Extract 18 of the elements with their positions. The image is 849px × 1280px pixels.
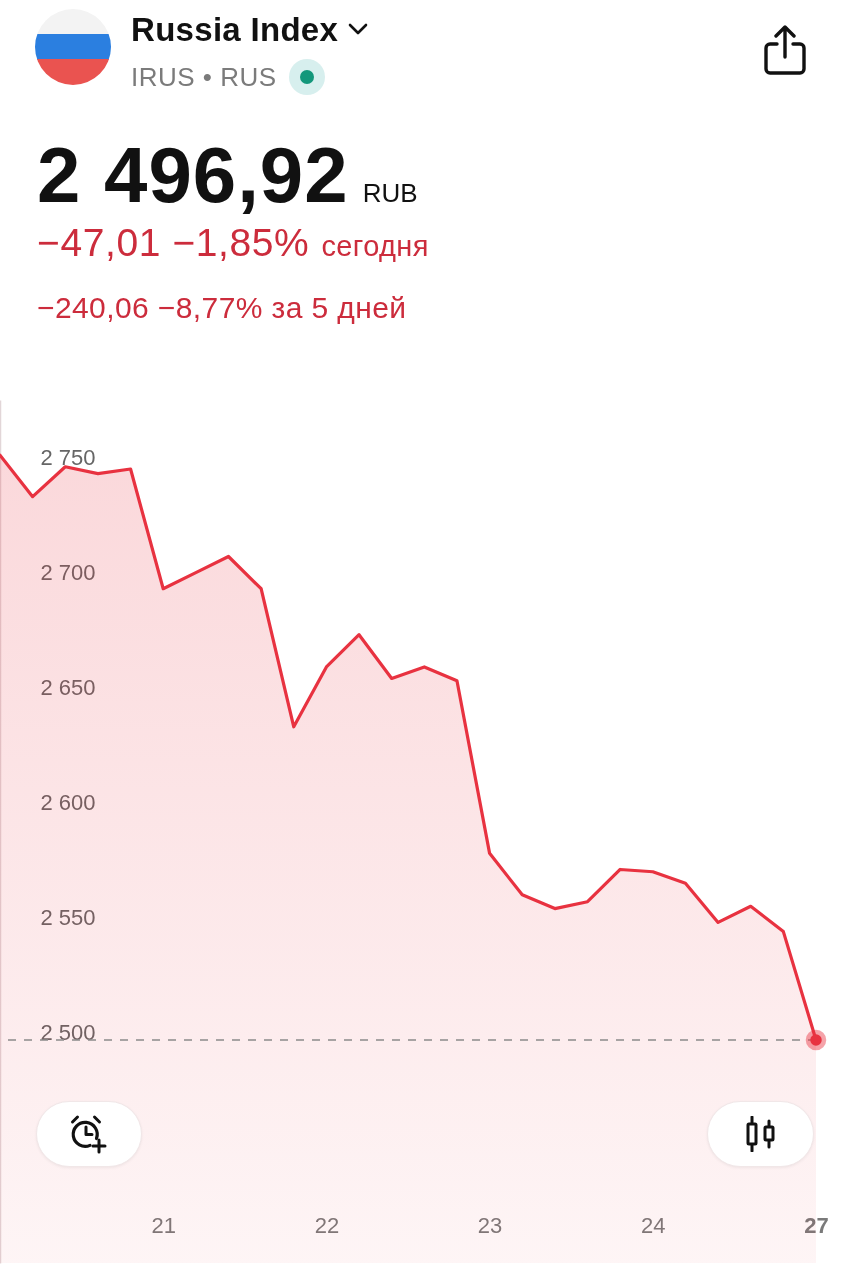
y-tick-label: 2 550: [40, 904, 96, 930]
text: сегодня: [321, 230, 429, 262]
x-tick-label: 23: [477, 1212, 503, 1237]
x-tick-label: 24: [641, 1212, 666, 1237]
x-tick-label: 22: [314, 1212, 340, 1237]
x-tick-label: 27: [804, 1212, 829, 1237]
chart-subtitle: IRUS • RUS: [131, 62, 277, 92]
y-tick-label: 2 700: [40, 559, 96, 585]
y-tick-label: 2 650: [40, 674, 96, 700]
text: −47,01 −1,85%: [37, 221, 310, 264]
y-tick-label: 2 600: [40, 789, 96, 815]
text: RUB: [362, 178, 418, 208]
y-tick-label: 2 500: [40, 1019, 96, 1045]
text: 2 496,92: [37, 131, 349, 219]
y-tick-label: 2 750: [40, 444, 96, 470]
text: −240,06 −8,77% за 5 дней: [37, 290, 407, 324]
x-tick-label: 21: [151, 1212, 176, 1237]
chart-title: Russia Index: [131, 11, 339, 48]
